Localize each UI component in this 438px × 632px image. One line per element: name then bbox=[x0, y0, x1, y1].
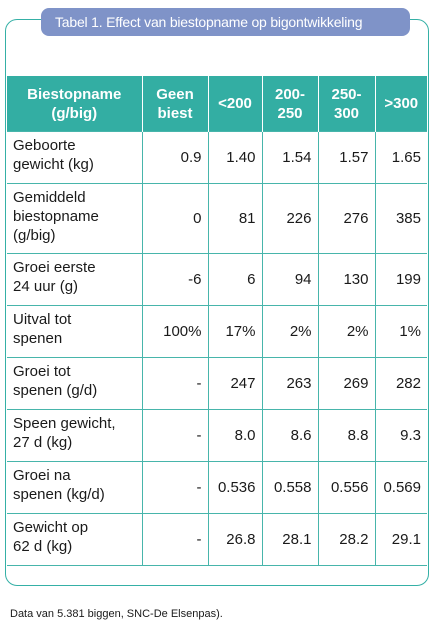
table-cell: 6 bbox=[207, 253, 263, 306]
table-cell: 100% bbox=[141, 305, 209, 358]
data-table: Biestopname (g/big) Geen biest <200 200-… bbox=[7, 76, 427, 566]
header-geen-biest: Geen biest bbox=[141, 76, 208, 132]
table-cell: 0.569 bbox=[374, 461, 427, 514]
table-row: Groei na spenen (kg/d) - 0.536 0.558 0.5… bbox=[7, 461, 427, 514]
row-label: Geboorte gewicht (kg) bbox=[7, 131, 143, 184]
table-row: Speen gewicht, 27 d (kg) - 8.0 8.6 8.8 9… bbox=[7, 409, 427, 462]
table-cell: 263 bbox=[261, 357, 319, 410]
table-cell: 130 bbox=[317, 253, 376, 306]
table-cell: 28.1 bbox=[261, 513, 319, 566]
table-row: Uitval tot spenen 100% 17% 2% 2% 1% bbox=[7, 305, 427, 358]
header-biestopname: Biestopname (g/big) bbox=[7, 76, 142, 132]
table-cell: 8.8 bbox=[317, 409, 376, 462]
table-cell: 276 bbox=[317, 183, 376, 254]
table-cell: 1.40 bbox=[207, 131, 263, 184]
row-label: Groei eerste 24 uur (g) bbox=[7, 253, 143, 306]
table-cell: 0.558 bbox=[261, 461, 319, 514]
table-cell: 0.536 bbox=[207, 461, 263, 514]
table-cell: 1.54 bbox=[261, 131, 319, 184]
table-cell: 9.3 bbox=[374, 409, 427, 462]
table-cell: 2% bbox=[261, 305, 319, 358]
table-cell: 17% bbox=[207, 305, 263, 358]
table-cell: 0.9 bbox=[141, 131, 209, 184]
header-200-250: 200- 250 bbox=[261, 76, 318, 132]
header-gt-300: >300 bbox=[374, 76, 427, 132]
table-cell: 385 bbox=[374, 183, 427, 254]
table-row: Groei eerste 24 uur (g) -6 6 94 130 199 bbox=[7, 253, 427, 306]
row-label: Groei na spenen (kg/d) bbox=[7, 461, 143, 514]
table-row: Gemiddeld biestopname (g/big) 0 81 226 2… bbox=[7, 183, 427, 254]
table-cell: - bbox=[141, 513, 209, 566]
table-cell: 81 bbox=[207, 183, 263, 254]
table-cell: 1.57 bbox=[317, 131, 376, 184]
table-cell: 2% bbox=[317, 305, 376, 358]
table-cell: 1.65 bbox=[374, 131, 427, 184]
table-cell: 94 bbox=[261, 253, 319, 306]
header-lt-200: <200 bbox=[207, 76, 262, 132]
table-cell: 1% bbox=[374, 305, 427, 358]
table-cell: - bbox=[141, 357, 209, 410]
table-cell: - bbox=[141, 409, 209, 462]
table-cell: 199 bbox=[374, 253, 427, 306]
table-cell: 28.2 bbox=[317, 513, 376, 566]
table-cell: - bbox=[141, 461, 209, 514]
row-label: Speen gewicht, 27 d (kg) bbox=[7, 409, 143, 462]
table-row: Groei tot spenen (g/d) - 247 263 269 282 bbox=[7, 357, 427, 410]
row-label: Gewicht op 62 d (kg) bbox=[7, 513, 143, 566]
row-label: Groei tot spenen (g/d) bbox=[7, 357, 143, 410]
table-caption: Data van 5.381 biggen, SNC-De Elsenpas). bbox=[10, 608, 223, 620]
table-cell: -6 bbox=[141, 253, 209, 306]
header-250-300: 250- 300 bbox=[317, 76, 375, 132]
table-cell: 282 bbox=[374, 357, 427, 410]
table-cell: 0 bbox=[141, 183, 209, 254]
row-label: Gemiddeld biestopname (g/big) bbox=[7, 183, 143, 254]
table-row: Gewicht op 62 d (kg) - 26.8 28.1 28.2 29… bbox=[7, 513, 427, 566]
table-cell: 29.1 bbox=[374, 513, 427, 566]
table-cell: 269 bbox=[317, 357, 376, 410]
table-row: Geboorte gewicht (kg) 0.9 1.40 1.54 1.57… bbox=[7, 131, 427, 184]
table-cell: 26.8 bbox=[207, 513, 263, 566]
table-cell: 8.0 bbox=[207, 409, 263, 462]
table-cell: 226 bbox=[261, 183, 319, 254]
row-label: Uitval tot spenen bbox=[7, 305, 143, 358]
table-header-row: Biestopname (g/big) Geen biest <200 200-… bbox=[7, 76, 427, 132]
table-cell: 0.556 bbox=[317, 461, 376, 514]
table-cell: 247 bbox=[207, 357, 263, 410]
table-cell: 8.6 bbox=[261, 409, 319, 462]
table-title: Tabel 1. Effect van biestopname op bigon… bbox=[41, 8, 410, 36]
